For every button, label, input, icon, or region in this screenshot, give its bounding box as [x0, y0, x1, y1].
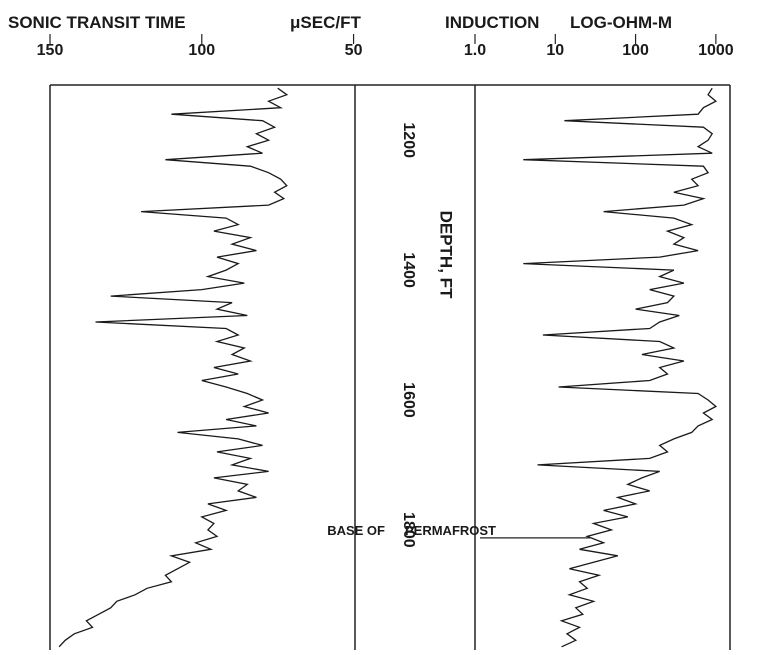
x-tick-label: 1.0 — [464, 42, 486, 59]
depth-label: 1800 — [400, 512, 417, 548]
x-tick-label: 150 — [37, 42, 64, 59]
x-tick-label: 100 — [622, 42, 649, 59]
x-tick-label: 100 — [188, 42, 215, 59]
depth-axis-title: DEPTH, FT — [437, 211, 456, 299]
depth-label: 1600 — [400, 382, 417, 418]
track-title: SONIC TRANSIT TIME — [8, 13, 186, 32]
annotation-left: BASE OF — [327, 523, 385, 538]
track-unit: LOG-OHM-M — [570, 13, 672, 32]
depth-label: 1400 — [400, 252, 417, 288]
log-curve — [58, 87, 289, 648]
log-curve — [523, 87, 718, 648]
track-unit: μSEC/FT — [290, 13, 361, 32]
x-tick-label: 50 — [345, 42, 363, 59]
x-tick-label: 1000 — [698, 42, 734, 59]
annotation-right: PERMAFROST — [405, 523, 496, 538]
x-tick-label: 10 — [546, 42, 564, 59]
track-title: INDUCTION — [445, 13, 539, 32]
depth-label: 1200 — [400, 122, 417, 158]
